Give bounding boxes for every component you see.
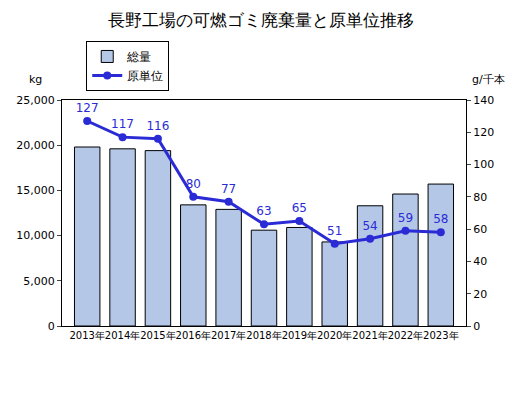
svg-text:0: 0	[473, 320, 480, 333]
svg-text:120: 120	[473, 126, 494, 139]
svg-text:10,000: 10,000	[16, 229, 55, 242]
svg-text:20: 20	[473, 288, 487, 301]
svg-text:2017年: 2017年	[211, 330, 246, 341]
svg-text:65: 65	[292, 201, 307, 215]
svg-text:60: 60	[473, 223, 487, 236]
svg-text:2023年: 2023年	[423, 330, 458, 341]
svg-text:5,000: 5,000	[23, 275, 55, 288]
svg-text:g/千本: g/千本	[472, 73, 505, 86]
svg-text:117: 117	[111, 117, 134, 131]
svg-text:54: 54	[362, 219, 377, 233]
svg-text:2016年: 2016年	[176, 330, 211, 341]
svg-text:25,000: 25,000	[16, 94, 55, 107]
svg-text:kg: kg	[29, 73, 42, 86]
svg-text:長野工場の可燃ゴミ廃棄量と原単位推移: 長野工場の可燃ゴミ廃棄量と原単位推移	[108, 10, 414, 30]
svg-text:2021年: 2021年	[352, 330, 387, 341]
svg-text:20,000: 20,000	[16, 139, 55, 152]
svg-text:58: 58	[433, 212, 448, 226]
svg-text:140: 140	[473, 94, 494, 107]
svg-text:51: 51	[327, 224, 342, 238]
svg-text:80: 80	[473, 191, 487, 204]
svg-text:63: 63	[256, 204, 271, 218]
svg-text:原単位: 原単位	[127, 69, 163, 83]
svg-text:80: 80	[186, 177, 201, 191]
svg-text:77: 77	[221, 182, 236, 196]
svg-text:2020年: 2020年	[317, 330, 352, 341]
svg-text:2019年: 2019年	[282, 330, 317, 341]
svg-text:59: 59	[398, 211, 413, 225]
svg-text:15,000: 15,000	[16, 184, 55, 197]
svg-text:40: 40	[473, 255, 487, 268]
svg-text:116: 116	[146, 119, 169, 133]
svg-text:0: 0	[48, 320, 55, 333]
svg-text:127: 127	[76, 101, 99, 115]
svg-text:2014年: 2014年	[105, 330, 140, 341]
svg-text:総量: 総量	[126, 50, 151, 64]
svg-text:2018年: 2018年	[246, 330, 281, 341]
svg-text:2022年: 2022年	[388, 330, 423, 341]
svg-text:100: 100	[473, 158, 494, 171]
svg-text:2015年: 2015年	[140, 330, 175, 341]
svg-text:2013年: 2013年	[69, 330, 104, 341]
